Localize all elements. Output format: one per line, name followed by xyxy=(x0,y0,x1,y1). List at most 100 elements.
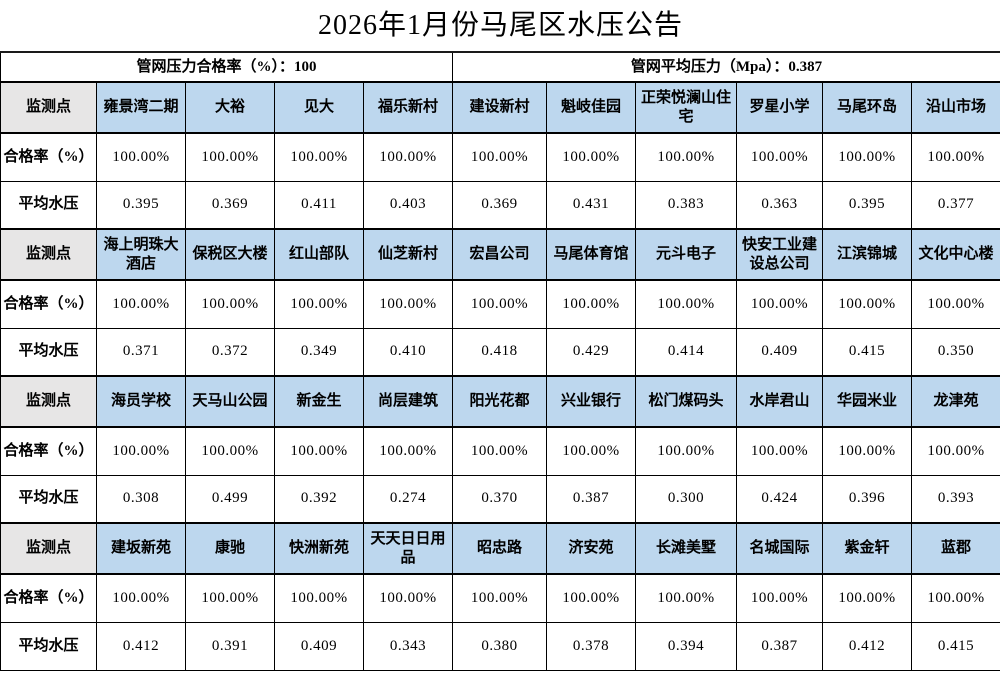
pressures-row-group-4: 平均水压 0.412 0.391 0.409 0.343 0.380 0.378 0.394 0… xyxy=(0,621,1000,671)
monitoring-point-name: 建坂新苑 xyxy=(96,522,186,575)
avg-pressure-value: 0.363 xyxy=(736,180,823,230)
monitoring-point-name: 魁岐佳园 xyxy=(546,81,636,134)
avg-pressure-value: 0.371 xyxy=(96,327,186,377)
monitoring-point-name: 长滩美墅 xyxy=(635,522,737,575)
title-row: 2026年1月份马尾区水压公告 xyxy=(0,0,1000,53)
pass-rate-value: 100.00% xyxy=(96,573,186,623)
row-label-pressure: 平均水压 xyxy=(0,621,97,671)
pass-rate-value: 100.00% xyxy=(911,426,1000,476)
pass-rate-value: 100.00% xyxy=(274,279,364,329)
avg-pressure-value: 0.372 xyxy=(185,327,275,377)
pass-rate-value: 100.00% xyxy=(546,426,636,476)
pass-rate-value: 100.00% xyxy=(635,426,737,476)
pass-rate-value: 100.00% xyxy=(274,573,364,623)
monitoring-point-name: 济安苑 xyxy=(546,522,636,575)
pass-rate-value: 100.00% xyxy=(736,132,823,182)
pass-rate-value: 100.00% xyxy=(96,426,186,476)
avg-pressure-value: 0.369 xyxy=(185,180,275,230)
avg-pressure-value: 0.410 xyxy=(363,327,453,377)
row-label-rate: 合格率（%） xyxy=(0,573,97,623)
avg-pressure-value: 0.431 xyxy=(546,180,636,230)
avg-pressure-value: 0.380 xyxy=(452,621,547,671)
pass-rate-value: 100.00% xyxy=(736,573,823,623)
row-label-point: 监测点 xyxy=(0,522,97,575)
pass-rate-value: 100.00% xyxy=(185,573,275,623)
avg-pressure-value: 0.350 xyxy=(911,327,1000,377)
avg-pressure-value: 0.387 xyxy=(546,474,636,524)
pass-rate-value: 100.00% xyxy=(363,279,453,329)
avg-pressure-value: 0.415 xyxy=(822,327,912,377)
monitoring-point-name: 紫金轩 xyxy=(822,522,912,575)
pass-rate-value: 100.00% xyxy=(363,132,453,182)
pass-rate-value: 100.00% xyxy=(822,426,912,476)
monitoring-point-name: 仙芝新村 xyxy=(363,228,453,281)
water-pressure-notice-table: 2026年1月份马尾区水压公告 管网压力合格率（%）：100 管网平均压力（Mp… xyxy=(0,0,1000,671)
monitoring-point-name: 元斗电子 xyxy=(635,228,737,281)
row-label-point: 监测点 xyxy=(0,375,97,428)
pass-rate-value: 100.00% xyxy=(635,573,737,623)
points-row-group-1: 监测点 雍景湾二期 大裕 见大 福乐新村 建设新村 魁岐佳园 正荣悦澜山住宅 罗星小学 马尾环岛沿… xyxy=(0,81,1000,134)
summary-avg-pressure: 管网平均压力（Mpa）：0.387 xyxy=(452,52,1000,83)
monitoring-point-name: 建设新村 xyxy=(452,81,547,134)
pass-rate-value: 100.00% xyxy=(452,426,547,476)
monitoring-point-name: 天天日日用品 xyxy=(363,522,453,575)
points-row-group-2: 监测点 海上明珠大酒店 保税区大楼 红山部队 仙芝新村 宏昌公司 马尾体育馆 元斗电子 快安工业… xyxy=(0,228,1000,281)
avg-pressure-value: 0.377 xyxy=(911,180,1000,230)
monitoring-point-name: 新金生 xyxy=(274,375,364,428)
avg-pressure-value: 0.415 xyxy=(911,621,1000,671)
pass-rate-value: 100.00% xyxy=(96,279,186,329)
pressures-row-group-3: 平均水压 0.308 0.499 0.392 0.274 0.370 0.387 0.300 0… xyxy=(0,474,1000,524)
pass-rate-value: 100.00% xyxy=(911,279,1000,329)
avg-pressure-value: 0.349 xyxy=(274,327,364,377)
monitoring-point-name: 蓝郡 xyxy=(911,522,1000,575)
pass-rate-value: 100.00% xyxy=(822,279,912,329)
monitoring-point-name: 水岸君山 xyxy=(736,375,823,428)
monitoring-point-name: 快洲新苑 xyxy=(274,522,364,575)
monitoring-point-name: 松门煤码头 xyxy=(635,375,737,428)
row-label-pressure: 平均水压 xyxy=(0,327,97,377)
row-label-pressure: 平均水压 xyxy=(0,474,97,524)
monitoring-point-name: 大裕 xyxy=(185,81,275,134)
pass-rate-value: 100.00% xyxy=(274,132,364,182)
points-row-group-4: 监测点 建坂新苑 康驰 快洲新苑 天天日日用品 昭忠路 济安苑 长滩美墅 名城国际 紫金轩 蓝郡 xyxy=(0,522,1000,575)
pass-rate-value: 100.00% xyxy=(546,573,636,623)
monitoring-point-name: 保税区大楼 xyxy=(185,228,275,281)
monitoring-point-name: 海员学校 xyxy=(96,375,186,428)
pressures-row-group-1: 平均水压 0.395 0.369 0.411 0.403 0.369 0.431 0.383 0… xyxy=(0,180,1000,230)
monitoring-point-name: 马尾体育馆 xyxy=(546,228,636,281)
avg-pressure-value: 0.343 xyxy=(363,621,453,671)
avg-pressure-value: 0.429 xyxy=(546,327,636,377)
pass-rate-value: 100.00% xyxy=(736,279,823,329)
pass-rate-value: 100.00% xyxy=(452,279,547,329)
points-row-group-3: 监测点 海员学校 天马山公园 新金生 尚层建筑 阳光花都 兴业银行 松门煤码头 水岸君山 华园米业… xyxy=(0,375,1000,428)
avg-pressure-value: 0.370 xyxy=(452,474,547,524)
pass-rate-value: 100.00% xyxy=(185,132,275,182)
pass-rate-value: 100.00% xyxy=(822,132,912,182)
monitoring-point-name: 昭忠路 xyxy=(452,522,547,575)
avg-pressure-value: 0.414 xyxy=(635,327,737,377)
monitoring-point-name: 江滨锦城 xyxy=(822,228,912,281)
monitoring-point-name: 尚层建筑 xyxy=(363,375,453,428)
pass-rate-value: 100.00% xyxy=(363,426,453,476)
avg-pressure-value: 0.274 xyxy=(363,474,453,524)
avg-pressure-value: 0.308 xyxy=(96,474,186,524)
avg-pressure-value: 0.378 xyxy=(546,621,636,671)
avg-pressure-value: 0.395 xyxy=(822,180,912,230)
monitoring-point-name: 华园米业 xyxy=(822,375,912,428)
avg-pressure-value: 0.424 xyxy=(736,474,823,524)
row-label-point: 监测点 xyxy=(0,228,97,281)
rates-row-group-2: 合格率（%） 100.00% 100.00% 100.00% 100.00% 100.00… xyxy=(0,279,1000,329)
pass-rate-value: 100.00% xyxy=(546,132,636,182)
avg-pressure-value: 0.409 xyxy=(736,327,823,377)
rates-row-group-3: 合格率（%） 100.00% 100.00% 100.00% 100.00% 100.00… xyxy=(0,426,1000,476)
monitoring-point-name: 沿山市场 xyxy=(911,81,1000,134)
monitoring-point-name: 名城国际 xyxy=(736,522,823,575)
row-label-pressure: 平均水压 xyxy=(0,180,97,230)
avg-pressure-value: 0.393 xyxy=(911,474,1000,524)
monitoring-point-name: 雍景湾二期 xyxy=(96,81,186,134)
monitoring-point-name: 兴业银行 xyxy=(546,375,636,428)
monitoring-point-name: 罗星小学 xyxy=(736,81,823,134)
pass-rate-value: 100.00% xyxy=(911,573,1000,623)
monitoring-point-name: 正荣悦澜山住宅 xyxy=(635,81,737,134)
page-title: 2026年1月份马尾区水压公告 xyxy=(0,0,1000,53)
